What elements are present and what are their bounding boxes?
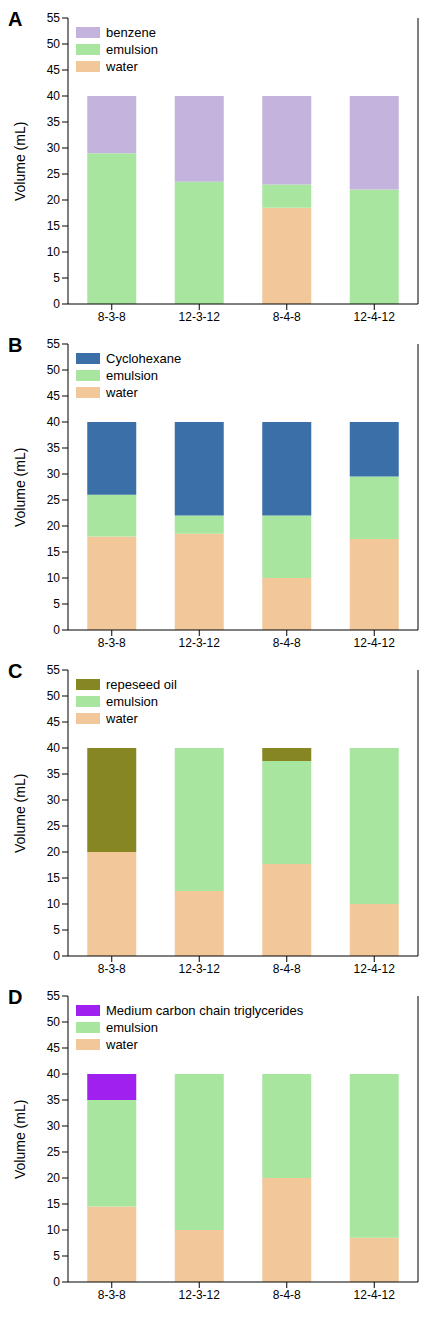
svg-text:15: 15 <box>47 219 61 233</box>
svg-text:8-3-8: 8-3-8 <box>98 962 126 976</box>
svg-text:8-3-8: 8-3-8 <box>98 310 126 324</box>
svg-text:30: 30 <box>47 793 61 807</box>
svg-text:35: 35 <box>47 441 61 455</box>
html-text:water: water <box>106 385 138 400</box>
svg-text:15: 15 <box>47 545 61 559</box>
svg-text:20: 20 <box>47 193 61 207</box>
svg-text:35: 35 <box>47 767 61 781</box>
svg-text:10: 10 <box>47 1223 61 1237</box>
svg-text:12-3-12: 12-3-12 <box>179 310 221 324</box>
svg-text:8-3-8: 8-3-8 <box>98 1288 126 1302</box>
svg-text:45: 45 <box>47 715 61 729</box>
html-text:B: B <box>8 334 23 356</box>
svg-text:35: 35 <box>47 115 61 129</box>
svg-text:5: 5 <box>53 271 60 285</box>
html-text:water: water <box>106 711 138 726</box>
svg-text:25: 25 <box>47 1145 61 1159</box>
svg-text:12-3-12: 12-3-12 <box>179 1288 221 1302</box>
svg-text:50: 50 <box>47 1015 61 1029</box>
svg-text:Volume (mL): Volume (mL) <box>12 448 28 527</box>
svg-text:12-3-12: 12-3-12 <box>179 962 221 976</box>
html-text:emulsion: emulsion <box>106 368 158 383</box>
svg-text:5: 5 <box>53 1249 60 1263</box>
svg-text:50: 50 <box>47 689 61 703</box>
svg-text:25: 25 <box>47 819 61 833</box>
html-text:C: C <box>8 660 23 682</box>
svg-text:Volume (mL): Volume (mL) <box>12 122 28 201</box>
svg-text:40: 40 <box>47 415 61 429</box>
svg-text:12-4-12: 12-4-12 <box>354 1288 396 1302</box>
svg-text:0: 0 <box>53 949 60 963</box>
html-text:emulsion: emulsion <box>106 694 158 709</box>
svg-text:8-4-8: 8-4-8 <box>273 310 301 324</box>
svg-text:12-4-12: 12-4-12 <box>354 636 396 650</box>
svg-text:55: 55 <box>47 337 61 351</box>
html-text:benzene: benzene <box>106 25 156 40</box>
svg-text:20: 20 <box>47 1171 61 1185</box>
svg-text:30: 30 <box>47 1119 61 1133</box>
html-text:emulsion: emulsion <box>106 1020 158 1035</box>
svg-text:5: 5 <box>53 597 60 611</box>
svg-text:8-4-8: 8-4-8 <box>273 636 301 650</box>
html-text:D: D <box>8 986 23 1008</box>
svg-text:40: 40 <box>47 89 61 103</box>
html-text:water: water <box>106 1037 138 1052</box>
svg-text:55: 55 <box>47 11 61 25</box>
svg-text:15: 15 <box>47 871 61 885</box>
svg-text:40: 40 <box>47 741 61 755</box>
svg-text:50: 50 <box>47 37 61 51</box>
svg-text:8-4-8: 8-4-8 <box>273 1288 301 1302</box>
svg-text:10: 10 <box>47 245 61 259</box>
html-text:emulsion: emulsion <box>106 42 158 57</box>
svg-text:20: 20 <box>47 845 61 859</box>
svg-text:55: 55 <box>47 989 61 1003</box>
svg-text:45: 45 <box>47 389 61 403</box>
svg-text:12-4-12: 12-4-12 <box>354 962 396 976</box>
svg-text:25: 25 <box>47 167 61 181</box>
svg-text:0: 0 <box>53 1275 60 1289</box>
html-text:water: water <box>106 59 138 74</box>
html-text:Medium carbon chain triglyceri: Medium carbon chain triglycerides <box>106 1003 304 1018</box>
svg-text:12-4-12: 12-4-12 <box>354 310 396 324</box>
svg-text:10: 10 <box>47 897 61 911</box>
svg-text:8-3-8: 8-3-8 <box>98 636 126 650</box>
svg-text:12-3-12: 12-3-12 <box>179 636 221 650</box>
svg-text:8-4-8: 8-4-8 <box>273 962 301 976</box>
svg-text:10: 10 <box>47 571 61 585</box>
html-text:Cyclohexane: Cyclohexane <box>106 351 182 366</box>
svg-text:40: 40 <box>47 1067 61 1081</box>
svg-text:55: 55 <box>47 663 61 677</box>
svg-text:35: 35 <box>47 1093 61 1107</box>
svg-text:30: 30 <box>47 467 61 481</box>
svg-text:Volume (mL): Volume (mL) <box>12 1100 28 1179</box>
svg-text:20: 20 <box>47 519 61 533</box>
svg-text:0: 0 <box>53 623 60 637</box>
svg-text:5: 5 <box>53 923 60 937</box>
html-text:repeseed oil: repeseed oil <box>106 677 177 692</box>
svg-text:50: 50 <box>47 363 61 377</box>
svg-text:0: 0 <box>53 297 60 311</box>
svg-text:25: 25 <box>47 493 61 507</box>
svg-text:30: 30 <box>47 141 61 155</box>
svg-text:45: 45 <box>47 1041 61 1055</box>
svg-text:15: 15 <box>47 1197 61 1211</box>
svg-text:Volume (mL): Volume (mL) <box>12 774 28 853</box>
html-text:A: A <box>8 8 23 30</box>
svg-text:45: 45 <box>47 63 61 77</box>
